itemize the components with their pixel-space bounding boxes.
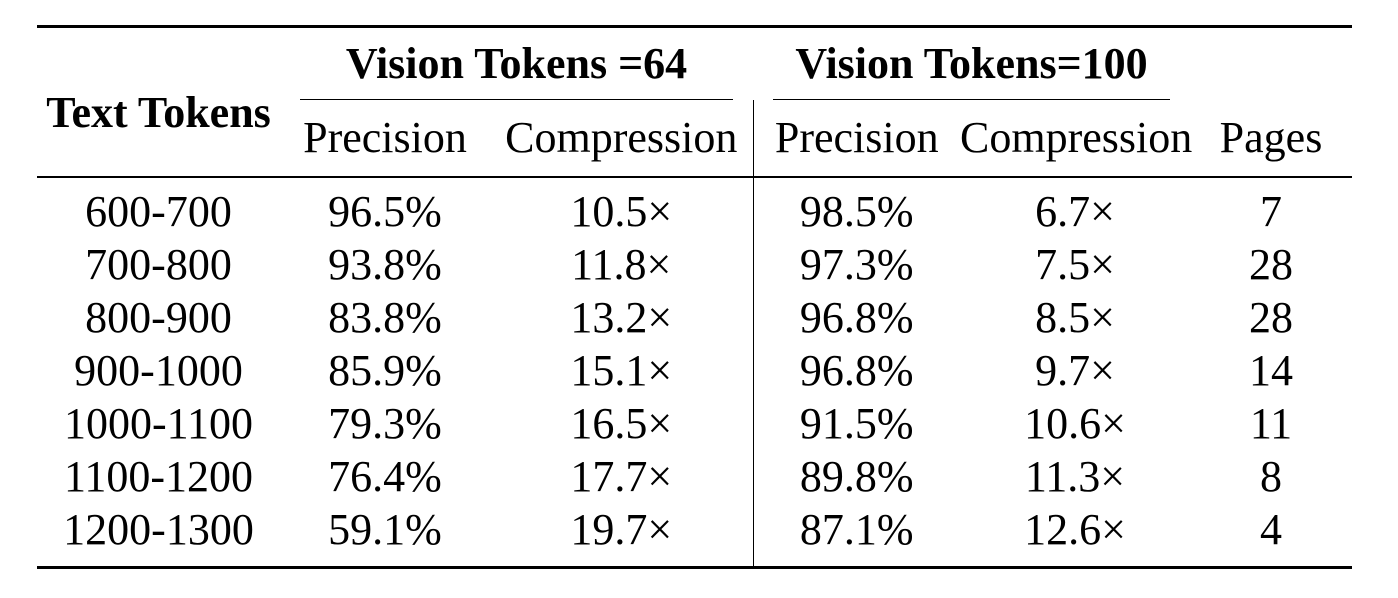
table-row: 600-700 96.5% 10.5× 98.5% 6.7× 7	[37, 177, 1352, 238]
results-table: Text Tokens Vision Tokens =64 Vision Tok…	[37, 25, 1352, 569]
cell-vt100-precision: 97.3%	[752, 238, 960, 291]
header-vt100-compression: Compression	[960, 100, 1192, 178]
cell-vt100-precision: 96.8%	[752, 344, 960, 397]
cell-text-tokens: 1200-1300	[63, 505, 254, 554]
cell-vt100-compression: 9.7×	[1035, 346, 1115, 395]
cell-pages: 28	[1249, 293, 1293, 342]
cell-pages: 11	[1249, 399, 1293, 448]
cell-text-tokens: 1000-1100	[63, 399, 254, 448]
cell-vt64-compression: 16.5×	[570, 399, 673, 448]
cell-vt100-compression: 10.6×	[1024, 399, 1126, 448]
cell-text-tokens: 600-700	[85, 187, 232, 236]
cell-text-tokens: 900-1000	[74, 346, 243, 395]
header-pages-spacer	[1190, 27, 1352, 101]
header-vt64-precision: Precision	[280, 100, 490, 178]
table-body: 600-700 96.5% 10.5× 98.5% 6.7× 7 700-800…	[37, 177, 1352, 568]
cell-vt64-precision: 85.9%	[328, 346, 442, 395]
cell-pages: 28	[1249, 240, 1293, 289]
header-text-tokens: Text Tokens	[37, 26, 280, 178]
cell-text-tokens: 800-900	[85, 293, 232, 342]
header-pages: Pages	[1190, 100, 1352, 178]
cell-pages: 4	[1260, 505, 1282, 554]
cell-vt100-precision: 89.8%	[752, 450, 960, 503]
cell-vt100-compression: 8.5×	[1035, 293, 1115, 342]
header-vt100-precision: Precision	[752, 100, 960, 178]
sub-header-row: Precision Compression Precision Compress…	[37, 100, 1352, 178]
cell-vt64-precision: 79.3%	[328, 399, 442, 448]
header-group-vision-tokens-64: Vision Tokens =64	[280, 27, 753, 101]
cell-vt64-precision: 93.8%	[328, 240, 442, 289]
cell-vt100-precision: 96.8%	[752, 291, 960, 344]
table-row: 900-1000 85.9% 15.1× 96.8% 9.7× 14	[37, 344, 1352, 397]
table-row: 1000-1100 79.3% 16.5× 91.5% 10.6× 11	[37, 397, 1352, 450]
cell-vt64-compression: 19.7×	[570, 505, 673, 554]
cell-vt100-compression: 6.7×	[1035, 187, 1115, 236]
table-row: 800-900 83.8% 13.2× 96.8% 8.5× 28	[37, 291, 1352, 344]
cell-vt64-precision: 59.1%	[328, 505, 442, 554]
header-group-vision-tokens-100: Vision Tokens=100	[753, 27, 1190, 101]
cell-text-tokens: 1100-1200	[63, 452, 254, 501]
table-header: Text Tokens Vision Tokens =64 Vision Tok…	[37, 26, 1352, 178]
results-table-container: Text Tokens Vision Tokens =64 Vision Tok…	[37, 25, 1352, 569]
cell-pages: 14	[1249, 346, 1293, 395]
table-row: 1200-1300 59.1% 19.7× 87.1% 12.6× 4	[37, 503, 1352, 568]
group-header-row: Text Tokens Vision Tokens =64 Vision Tok…	[37, 26, 1352, 178]
cell-vt100-compression: 11.3×	[1024, 452, 1126, 501]
cell-vt64-compression: 11.8×	[571, 240, 672, 289]
cell-vt100-precision: 87.1%	[752, 503, 960, 568]
cell-pages: 7	[1260, 187, 1282, 236]
cell-vt64-precision: 83.8%	[328, 293, 442, 342]
cell-pages: 8	[1260, 452, 1282, 501]
cell-vt64-compression: 13.2×	[570, 293, 673, 342]
cell-text-tokens: 700-800	[85, 240, 232, 289]
cell-vt64-precision: 76.4%	[328, 452, 442, 501]
cell-vt100-compression: 7.5×	[1035, 240, 1115, 289]
table-row: 1100-1200 76.4% 17.7× 89.8% 11.3× 8	[37, 450, 1352, 503]
cell-vt100-compression: 12.6×	[1024, 505, 1126, 554]
table-row: 700-800 93.8% 11.8× 97.3% 7.5× 28	[37, 238, 1352, 291]
cell-vt64-compression: 15.1×	[570, 346, 673, 395]
cell-vt100-precision: 91.5%	[752, 397, 960, 450]
cell-vt64-precision: 96.5%	[328, 187, 442, 236]
cell-vt64-compression: 10.5×	[570, 187, 673, 236]
cell-vt64-compression: 17.7×	[570, 452, 673, 501]
header-vt64-compression: Compression	[490, 100, 753, 178]
cell-vt100-precision: 98.5%	[752, 177, 960, 238]
